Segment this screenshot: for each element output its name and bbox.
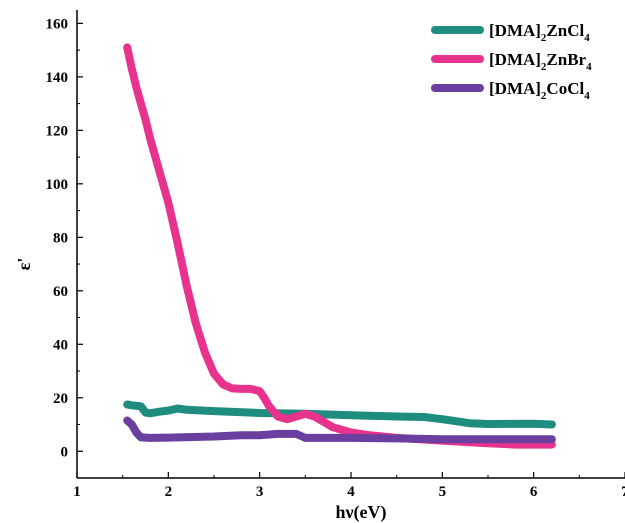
x-tick-label: 5 (439, 484, 447, 500)
ticks-layer: 1 2 3 4 5 6 7 0 20 40 60 80 100 120 140 160 (46, 16, 625, 500)
x-tick-label: 4 (347, 484, 355, 500)
y-tick-label: 40 (53, 337, 68, 353)
y-tick-label: 100 (46, 177, 69, 193)
x-tick-label: 2 (165, 484, 173, 500)
series-layer (123, 43, 556, 449)
y-tick-label: 120 (46, 123, 69, 139)
legend: [DMA]2ZnCl4 [DMA]2ZnBr4 [DMA]2CoCl4 (431, 21, 592, 102)
x-tick-label: 3 (256, 484, 264, 500)
y-tick-label: 60 (53, 284, 68, 300)
series-line-2 (123, 43, 556, 449)
legend-label: [DMA]2ZnCl4 (489, 21, 590, 44)
series-line-1 (123, 400, 556, 429)
x-tick-label: 6 (530, 484, 538, 500)
legend-label: [DMA]2ZnBr4 (489, 50, 592, 73)
series-line-3 (123, 416, 556, 444)
y-axis-title: ε' (14, 258, 34, 271)
x-tick-label: 7 (621, 484, 625, 500)
y-tick-label: 0 (61, 444, 69, 460)
x-tick-label: 1 (73, 484, 81, 500)
y-tick-label: 140 (46, 70, 69, 86)
x-axis-title: hν(eV) (335, 502, 386, 523)
y-tick-label: 20 (53, 391, 68, 407)
legend-label: [DMA]2CoCl4 (489, 79, 590, 102)
y-tick-label: 80 (53, 230, 68, 246)
y-tick-label: 160 (46, 16, 69, 32)
